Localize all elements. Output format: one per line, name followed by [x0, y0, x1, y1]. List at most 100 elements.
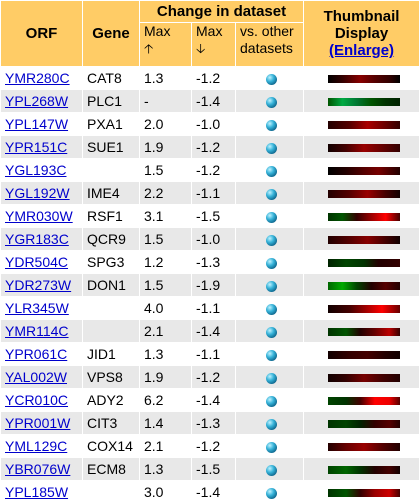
thumbnail-heatmap[interactable]	[328, 98, 400, 106]
orf-link[interactable]: YML129C	[5, 438, 67, 454]
sphere-icon[interactable]	[266, 396, 277, 407]
sphere-icon[interactable]	[266, 143, 277, 154]
orf-link[interactable]: YPR001W	[5, 415, 70, 431]
thumbnail-cell	[304, 458, 419, 481]
max-down-cell: -1.2	[192, 366, 236, 389]
sphere-icon[interactable]	[266, 304, 277, 315]
max-down-cell: -1.4	[192, 481, 236, 504]
sphere-icon[interactable]	[266, 212, 277, 223]
orf-link[interactable]: YPL185W	[5, 484, 68, 500]
max-down-cell: -1.5	[192, 205, 236, 228]
thumbnail-heatmap[interactable]	[328, 420, 400, 428]
thumbnail-heatmap[interactable]	[328, 489, 400, 497]
max-up-header: Max 🡡	[140, 23, 192, 67]
max-up-label: Max	[144, 23, 191, 40]
orf-link[interactable]: YMR114C	[5, 323, 69, 339]
sphere-icon[interactable]	[266, 465, 277, 476]
orf-link[interactable]: YGL193C	[5, 162, 66, 178]
orf-link[interactable]: YPL147W	[5, 116, 68, 132]
vs-other-line1: vs. other	[240, 23, 303, 40]
sphere-icon[interactable]	[266, 258, 277, 269]
sphere-icon[interactable]	[266, 189, 277, 200]
orf-link[interactable]: YPR151C	[5, 139, 67, 155]
compare-cell	[236, 435, 304, 458]
orf-link[interactable]: YLR345W	[5, 300, 69, 316]
up-arrow-icon: 🡡	[144, 40, 191, 57]
gene-cell: PLC1	[83, 90, 140, 113]
thumbnail-cell	[304, 274, 419, 297]
thumbnail-heatmap[interactable]	[328, 282, 400, 290]
enlarge-link[interactable]: (Enlarge)	[329, 42, 394, 59]
thumbnail-heatmap[interactable]	[328, 213, 400, 221]
thumbnail-heatmap[interactable]	[328, 190, 400, 198]
sphere-icon[interactable]	[266, 97, 277, 108]
sphere-icon[interactable]	[266, 350, 277, 361]
sphere-icon[interactable]	[266, 166, 277, 177]
sphere-icon[interactable]	[266, 419, 277, 430]
sphere-icon[interactable]	[266, 373, 277, 384]
thumbnail-cell	[304, 228, 419, 251]
max-down-cell: -1.1	[192, 343, 236, 366]
orf-link[interactable]: YPL268W	[5, 93, 68, 109]
orf-link[interactable]: YCR010C	[5, 392, 68, 408]
thumbnail-heatmap[interactable]	[328, 236, 400, 244]
orf-link[interactable]: YPR061C	[5, 346, 67, 362]
thumbnail-header: Thumbnail Display (Enlarge)	[304, 1, 419, 67]
compare-cell	[236, 274, 304, 297]
sphere-icon[interactable]	[266, 235, 277, 246]
orf-cell: YPR061C	[1, 343, 83, 366]
sphere-icon[interactable]	[266, 74, 277, 85]
thumbnail-heatmap[interactable]	[328, 466, 400, 474]
orf-link[interactable]: YMR280C	[5, 70, 70, 86]
vs-other-header: vs. other datasets	[236, 23, 304, 67]
orf-link[interactable]: YAL002W	[5, 369, 67, 385]
sphere-icon[interactable]	[266, 442, 277, 453]
thumbnail-heatmap[interactable]	[328, 305, 400, 313]
thumbnail-heatmap[interactable]	[328, 259, 400, 267]
max-down-cell: -1.3	[192, 251, 236, 274]
thumbnail-heatmap[interactable]	[328, 167, 400, 175]
orf-cell: YGR183C	[1, 228, 83, 251]
thumbnail-heatmap[interactable]	[328, 121, 400, 129]
sphere-icon[interactable]	[266, 488, 277, 499]
thumbnail-heatmap[interactable]	[328, 397, 400, 405]
orf-cell: YPL185W	[1, 481, 83, 504]
orf-cell: YPL268W	[1, 90, 83, 113]
max-up-cell: 1.5	[140, 274, 192, 297]
orf-link[interactable]: YGR183C	[5, 231, 69, 247]
gene-cell: SUE1	[83, 136, 140, 159]
max-down-cell: -1.1	[192, 182, 236, 205]
sphere-icon[interactable]	[266, 281, 277, 292]
max-up-cell: 6.2	[140, 389, 192, 412]
orf-link[interactable]: YDR273W	[5, 277, 71, 293]
thumbnail-cell	[304, 90, 419, 113]
sphere-icon[interactable]	[266, 120, 277, 131]
sphere-icon[interactable]	[266, 327, 277, 338]
gene-cell: QCR9	[83, 228, 140, 251]
orf-link[interactable]: YMR030W	[5, 208, 73, 224]
max-up-cell: 2.1	[140, 435, 192, 458]
max-up-cell: 4.0	[140, 297, 192, 320]
max-down-cell: -1.0	[192, 113, 236, 136]
gene-cell: DON1	[83, 274, 140, 297]
thumbnail-heatmap[interactable]	[328, 351, 400, 359]
orf-link[interactable]: YGL192W	[5, 185, 70, 201]
max-down-cell: -1.2	[192, 159, 236, 182]
gene-cell: JID1	[83, 343, 140, 366]
orf-cell: YGL192W	[1, 182, 83, 205]
thumbnail-heatmap[interactable]	[328, 75, 400, 83]
max-up-cell: 1.5	[140, 228, 192, 251]
orf-link[interactable]: YDR504C	[5, 254, 68, 270]
orf-link[interactable]: YBR076W	[5, 461, 70, 477]
thumbnail-heatmap[interactable]	[328, 144, 400, 152]
orf-cell: YPL147W	[1, 113, 83, 136]
thumbnail-heatmap[interactable]	[328, 328, 400, 336]
compare-cell	[236, 366, 304, 389]
thumbnail-heatmap[interactable]	[328, 443, 400, 451]
thumbnail-heatmap[interactable]	[328, 374, 400, 382]
